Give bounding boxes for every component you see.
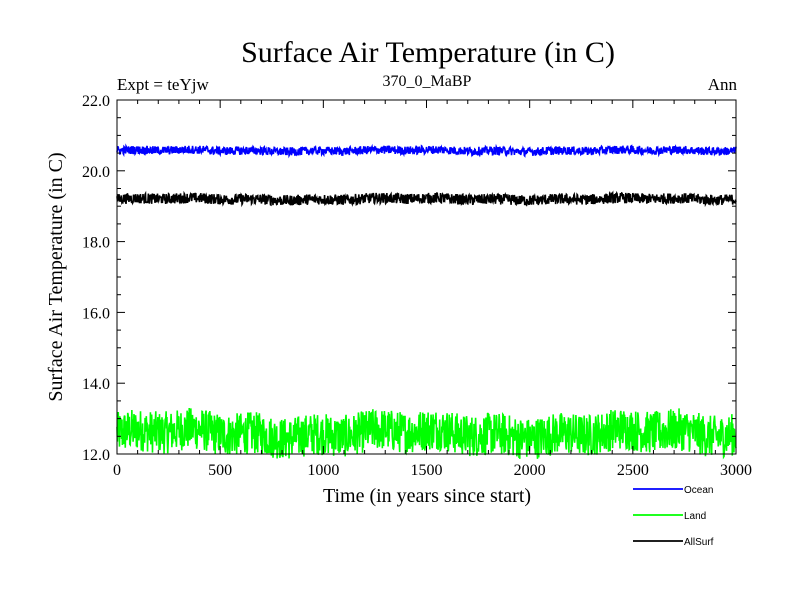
series-line-ocean: [116, 143, 737, 159]
x-tick-label: 2500: [617, 462, 649, 479]
y-tick-label: 12.0: [82, 447, 110, 464]
y-tick-label: 14.0: [82, 376, 110, 393]
legend-label-land: Land: [684, 511, 706, 522]
x-tick-label: 3000: [720, 462, 752, 479]
x-tick-label: 1500: [411, 462, 443, 479]
y-tick-label: 22.0: [82, 93, 110, 110]
y-tick-label: 16.0: [82, 305, 110, 322]
legend: Ocean Land AllSurf: [633, 485, 714, 548]
series-layer: [116, 143, 737, 460]
period-label: Ann: [708, 75, 738, 94]
chart-title: Surface Air Temperature (in C): [241, 36, 615, 69]
series-line-land: [116, 408, 737, 460]
legend-label-allsurf: AllSurf: [684, 537, 714, 548]
x-tick-label: 1000: [307, 462, 339, 479]
y-tick-label: 20.0: [82, 164, 110, 181]
experiment-label: Expt = teYjw: [117, 75, 209, 94]
x-tick-label: 0: [113, 462, 121, 479]
x-tick-label: 2000: [514, 462, 546, 479]
legend-label-ocean: Ocean: [684, 485, 713, 496]
x-axis-label: Time (in years since start): [323, 485, 531, 507]
chart-subtitle: 370_0_MaBP: [383, 73, 472, 90]
y-tick-label: 18.0: [82, 235, 110, 252]
x-tick-label: 500: [208, 462, 232, 479]
tick-layer: 0 500 1000 1500 2000 2500 3000 12.0 14.0 16.0 18.0…: [82, 93, 752, 479]
y-axis-label: Surface Air Temperature (in C): [45, 152, 67, 401]
series-line-allsurf: [116, 190, 737, 208]
